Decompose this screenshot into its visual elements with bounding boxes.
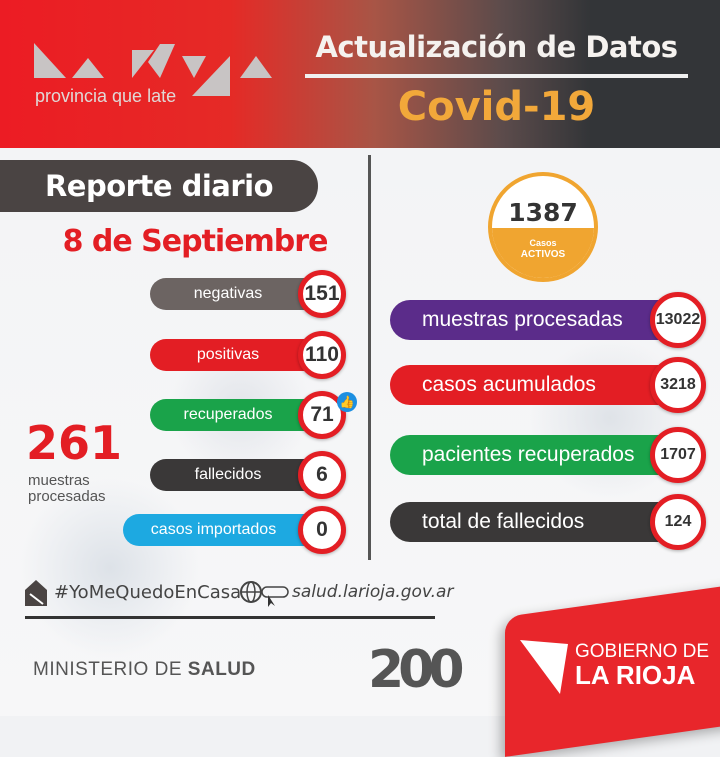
column-divider [368, 155, 371, 560]
active-cases-label-2: ACTIVOS [520, 249, 566, 260]
total-casos-acumulados-pill: casos acumulados [390, 365, 690, 405]
daily-positivas-value: 110 [298, 331, 346, 379]
daily-fallecidos-value: 6 [298, 451, 346, 499]
gov-line-2: LA RIOJA [575, 660, 696, 690]
total-muestras-procesadas-pill: muestras procesadas [390, 300, 690, 340]
subtitle: Covid-19 [397, 84, 596, 130]
daily-negativas-value: 151 [298, 270, 346, 318]
gov-line-1: GOBIERNO DE [575, 641, 710, 662]
thumbs-up-icon: 👍 [337, 392, 357, 412]
bicentennial-logo: 200 [368, 640, 465, 700]
website-link[interactable]: salud.larioja.gov.ar [292, 582, 454, 602]
active-cases-label-1: Casos [529, 238, 557, 248]
active-cases-badge: 1387 Casos ACTIVOS [488, 172, 598, 282]
main-title: Actualización de Datos [315, 30, 678, 64]
total-pacientes-recuperados-value: 1707 [650, 427, 706, 483]
total-casos-acumulados-value: 3218 [650, 357, 706, 413]
gov-logo-triangle [520, 640, 568, 694]
ministry-label: MINISTERIO DE SALUD [33, 659, 256, 681]
tagline: provincia que late [35, 86, 177, 106]
active-cases-value: 1387 [508, 198, 578, 227]
report-date: 8 de Septiembre [62, 224, 329, 259]
globe-web-icon [240, 581, 289, 607]
la-rioja-logo [34, 43, 272, 96]
total-total-de-fallecidos-value: 124 [650, 494, 706, 550]
total-pacientes-recuperados-pill: pacientes recuperados [390, 435, 690, 475]
daily-casos-importados-value: 0 [298, 506, 346, 554]
title-divider [305, 74, 688, 78]
footer-divider [25, 616, 435, 619]
ministry-bold: SALUD [187, 659, 256, 680]
ministry-light: MINISTERIO DE [33, 659, 188, 680]
total-total-de-fallecidos-pill: total de fallecidos [390, 502, 690, 542]
house-icon [25, 580, 47, 606]
daily-samples-label: muestras procesadas [28, 472, 106, 505]
daily-samples-value: 261 [26, 416, 123, 470]
hashtag: #YoMeQuedoEnCasa [54, 582, 242, 603]
report-title: Reporte diario [0, 160, 318, 212]
total-muestras-procesadas-value: 13022 [650, 292, 706, 348]
